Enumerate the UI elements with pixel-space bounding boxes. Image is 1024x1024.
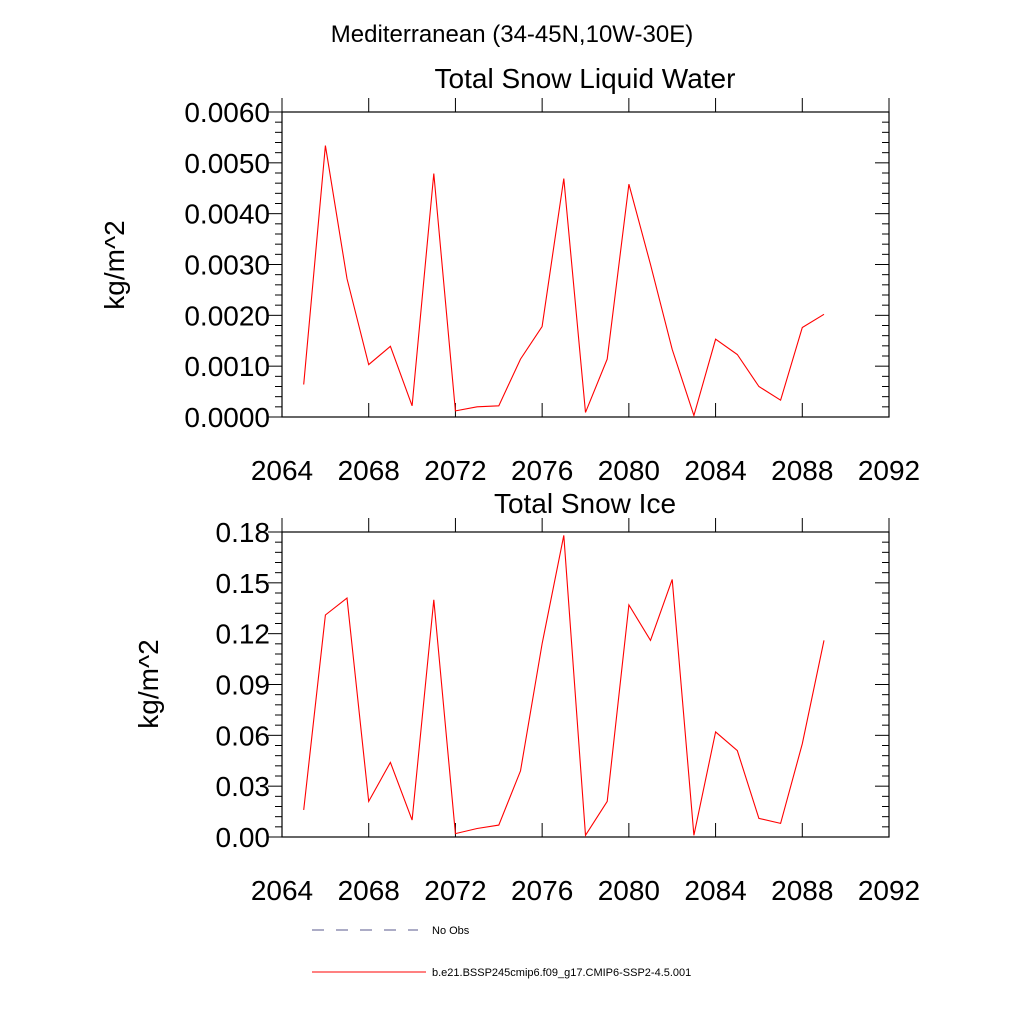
- legend-item-no-obs: No Obs: [312, 925, 470, 937]
- y-tick-label: 0.0020: [184, 300, 270, 331]
- x-tick-label: 2068: [338, 455, 400, 486]
- legend-label: b.e21.BSSP245cmip6.f09_g17.CMIP6-SSP2-4.…: [432, 967, 691, 979]
- x-tick-label: 2072: [424, 455, 486, 486]
- series-group: [303, 145, 825, 418]
- x-tick-label: 2088: [771, 875, 833, 906]
- y-tick-label: 0.0000: [184, 402, 270, 433]
- y-tick-label: 0.00: [216, 822, 271, 853]
- tick-marks: [268, 518, 890, 838]
- x-tick-label: 2076: [511, 455, 573, 486]
- y-tick-label: 0.03: [216, 771, 271, 802]
- x-tick-label: 2080: [598, 455, 660, 486]
- series-line: [303, 535, 825, 837]
- y-tick-label: 0.09: [216, 670, 271, 701]
- legend-item-model: b.e21.BSSP245cmip6.f09_g17.CMIP6-SSP2-4.…: [312, 967, 691, 979]
- series-group: [303, 535, 825, 837]
- x-tick-labels: 2064 2068 2072 2076 2080 2084 2088 2092: [251, 875, 920, 906]
- x-tick-label: 2068: [338, 875, 400, 906]
- panel-snow-ice: Total Snow Ice kg/m^2 2064 2068 2072 2076 20…: [133, 488, 920, 906]
- x-tick-label: 2076: [511, 875, 573, 906]
- y-axis-label: kg/m^2: [133, 639, 164, 728]
- x-tick-label: 2084: [684, 455, 746, 486]
- x-tick-label: 2084: [684, 875, 746, 906]
- y-tick-label: 0.0030: [184, 250, 270, 281]
- legend-label: No Obs: [432, 925, 470, 937]
- x-tick-labels: 2064 2068 2072 2076 2080 2084 2088 2092: [251, 455, 920, 486]
- y-tick-label: 0.12: [216, 619, 271, 650]
- x-tick-label: 2092: [858, 875, 920, 906]
- y-tick-labels: 0.0000 0.0010 0.0020 0.0030 0.0040 0.0050 0.00…: [184, 97, 270, 433]
- y-tick-label: 0.06: [216, 720, 271, 751]
- x-tick-label: 2064: [251, 455, 313, 486]
- y-tick-label: 0.18: [216, 517, 271, 548]
- y-tick-labels: 0.00 0.03 0.06 0.09 0.12 0.15 0.18: [216, 517, 271, 853]
- panel-title: Total Snow Ice: [494, 488, 676, 519]
- x-tick-label: 2064: [251, 875, 313, 906]
- panel-snow-liquid-water: Total Snow Liquid Water kg/m^2 2064 2068 2…: [99, 63, 920, 486]
- x-tick-label: 2092: [858, 455, 920, 486]
- x-tick-label: 2072: [424, 875, 486, 906]
- y-axis-label: kg/m^2: [99, 220, 130, 309]
- y-tick-label: 0.0040: [184, 199, 270, 230]
- figure-suptitle: Mediterranean (34-45N,10W-30E): [331, 21, 693, 48]
- x-tick-label: 2080: [598, 875, 660, 906]
- series-line: [303, 145, 825, 418]
- tick-marks: [268, 98, 890, 418]
- legend: No Obs b.e21.BSSP245cmip6.f09_g17.CMIP6-…: [312, 925, 691, 979]
- y-tick-label: 0.0060: [184, 97, 270, 128]
- x-tick-label: 2088: [771, 455, 833, 486]
- panel-title: Total Snow Liquid Water: [435, 63, 736, 94]
- y-tick-label: 0.0010: [184, 351, 270, 382]
- y-tick-label: 0.15: [216, 568, 271, 599]
- y-tick-label: 0.0050: [184, 148, 270, 179]
